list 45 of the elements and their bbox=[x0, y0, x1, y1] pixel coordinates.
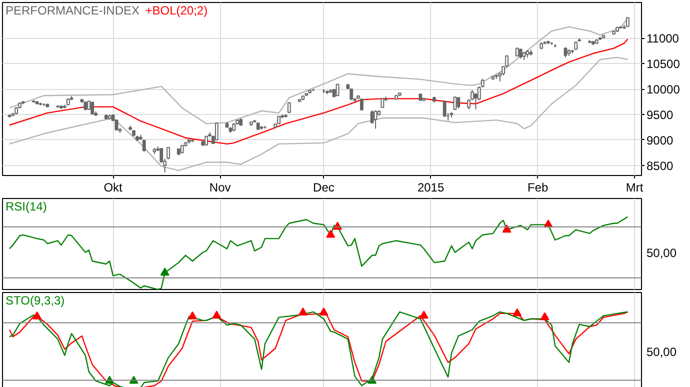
line-series bbox=[8, 56, 628, 172]
line-series bbox=[8, 17, 628, 124]
point bbox=[319, 308, 328, 316]
candlestick bbox=[84, 100, 88, 111]
candlestick bbox=[214, 122, 218, 141]
candlestick bbox=[442, 100, 446, 118]
point bbox=[160, 268, 170, 276]
point bbox=[188, 311, 197, 320]
line-series bbox=[8, 38, 628, 145]
candlestick bbox=[456, 96, 460, 109]
candlestick bbox=[453, 96, 457, 110]
x-tick-label: Mrt bbox=[626, 180, 644, 194]
x-tick-label: Dec bbox=[313, 180, 334, 194]
text: 50,00 bbox=[646, 246, 677, 260]
candlestick bbox=[370, 110, 374, 124]
y-tick-label: 8500 bbox=[646, 158, 674, 173]
y-tick-label: 9000 bbox=[646, 133, 674, 148]
point bbox=[212, 310, 222, 319]
x-tick-label: Nov bbox=[209, 180, 231, 194]
text: RSI(14) bbox=[6, 200, 47, 214]
candlestick bbox=[87, 100, 91, 110]
point bbox=[419, 310, 428, 319]
point bbox=[540, 312, 550, 320]
candlestick bbox=[287, 102, 291, 114]
candlestick bbox=[380, 98, 384, 108]
y-tick-label: 9500 bbox=[646, 108, 674, 122]
candlestick bbox=[564, 46, 568, 58]
y-tick-label: 10000 bbox=[646, 82, 680, 96]
text: 50,00 bbox=[646, 344, 677, 359]
y-tick-label: 10500 bbox=[646, 57, 680, 72]
x-tick-label: Okt bbox=[104, 180, 124, 194]
candlestick bbox=[166, 146, 170, 160]
point bbox=[326, 230, 336, 238]
text: +BOL(20;2) bbox=[145, 4, 208, 18]
text: PERFORMANCE-INDEX bbox=[6, 4, 140, 18]
point bbox=[512, 308, 522, 316]
point bbox=[502, 224, 512, 233]
candlestick bbox=[90, 101, 94, 115]
y-tick-label: 11000 bbox=[646, 32, 680, 46]
point bbox=[298, 308, 308, 316]
x-tick-label: Feb bbox=[528, 180, 549, 194]
point bbox=[32, 311, 42, 320]
series-label: STO(9,3,3) bbox=[6, 294, 65, 308]
candlestick bbox=[360, 98, 364, 111]
x-tick-label: 2015 bbox=[417, 180, 444, 194]
